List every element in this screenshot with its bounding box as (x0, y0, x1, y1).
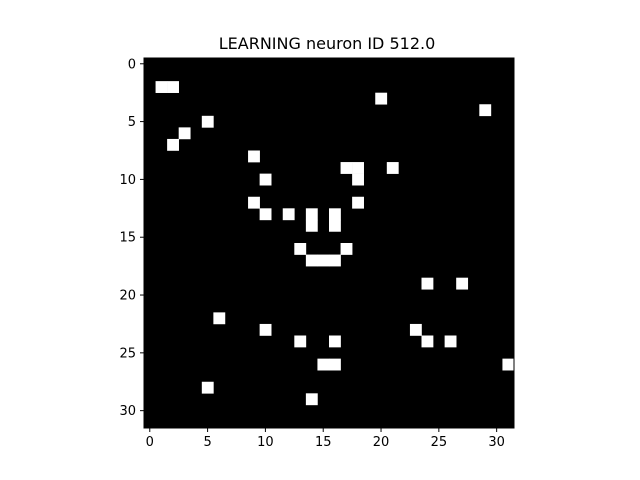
active-cell (502, 358, 515, 371)
active-cell (305, 219, 318, 232)
active-cell (421, 277, 434, 290)
active-cell (329, 358, 341, 371)
active-cell (167, 138, 179, 151)
active-cell (329, 335, 341, 348)
active-cell (259, 323, 272, 336)
active-cell (282, 208, 295, 221)
active-cell (386, 162, 399, 174)
active-cell (305, 393, 318, 406)
active-cell (352, 196, 364, 209)
active-cell (409, 323, 422, 336)
active-cell (294, 243, 307, 255)
y-tick-label: 25 (119, 346, 136, 361)
active-cell (479, 104, 492, 117)
active-cell (340, 243, 353, 255)
active-cell (201, 381, 214, 394)
y-axis: 0 5 10 15 20 25 30 (119, 57, 144, 419)
x-axis: 0 5 10 15 20 25 30 (146, 428, 505, 450)
y-tick-label: 10 (119, 173, 136, 188)
x-tick-label: 20 (373, 435, 390, 450)
active-cell (329, 219, 341, 232)
active-cell (329, 208, 341, 221)
active-cell (421, 335, 434, 348)
active-cell (305, 254, 318, 267)
active-cell (340, 162, 353, 174)
plot-background (144, 58, 514, 428)
y-tick-label: 0 (128, 57, 136, 72)
active-cell (456, 277, 469, 290)
x-tick-label: 30 (488, 435, 505, 450)
active-cell (248, 196, 260, 209)
active-cell (329, 254, 341, 267)
x-tick-label: 10 (257, 435, 274, 450)
active-cell (317, 254, 330, 267)
active-cell (294, 335, 307, 348)
active-cell (352, 162, 364, 174)
active-cell (201, 115, 214, 128)
active-cell (444, 335, 457, 348)
active-cell (375, 92, 388, 105)
x-tick-label: 0 (146, 435, 154, 450)
active-cells (155, 81, 515, 406)
active-cell (155, 81, 168, 93)
active-cell (259, 173, 272, 186)
x-tick-label: 25 (431, 435, 448, 450)
active-cell (259, 208, 272, 221)
active-cell (167, 81, 179, 93)
y-tick-label: 20 (119, 289, 136, 304)
active-cell (352, 173, 364, 186)
chart-title: LEARNING neuron ID 512.0 (219, 34, 436, 53)
plot-frame (143, 57, 515, 429)
active-cell (178, 127, 191, 140)
y-tick-label: 5 (128, 115, 136, 130)
active-cell (305, 208, 318, 221)
y-tick-label: 30 (119, 404, 136, 419)
active-cell (317, 358, 330, 371)
x-tick-label: 15 (315, 435, 332, 450)
x-tick-label: 5 (203, 435, 211, 450)
y-tick-label: 15 (119, 231, 136, 246)
active-cell (248, 150, 260, 163)
active-cell (213, 312, 226, 325)
